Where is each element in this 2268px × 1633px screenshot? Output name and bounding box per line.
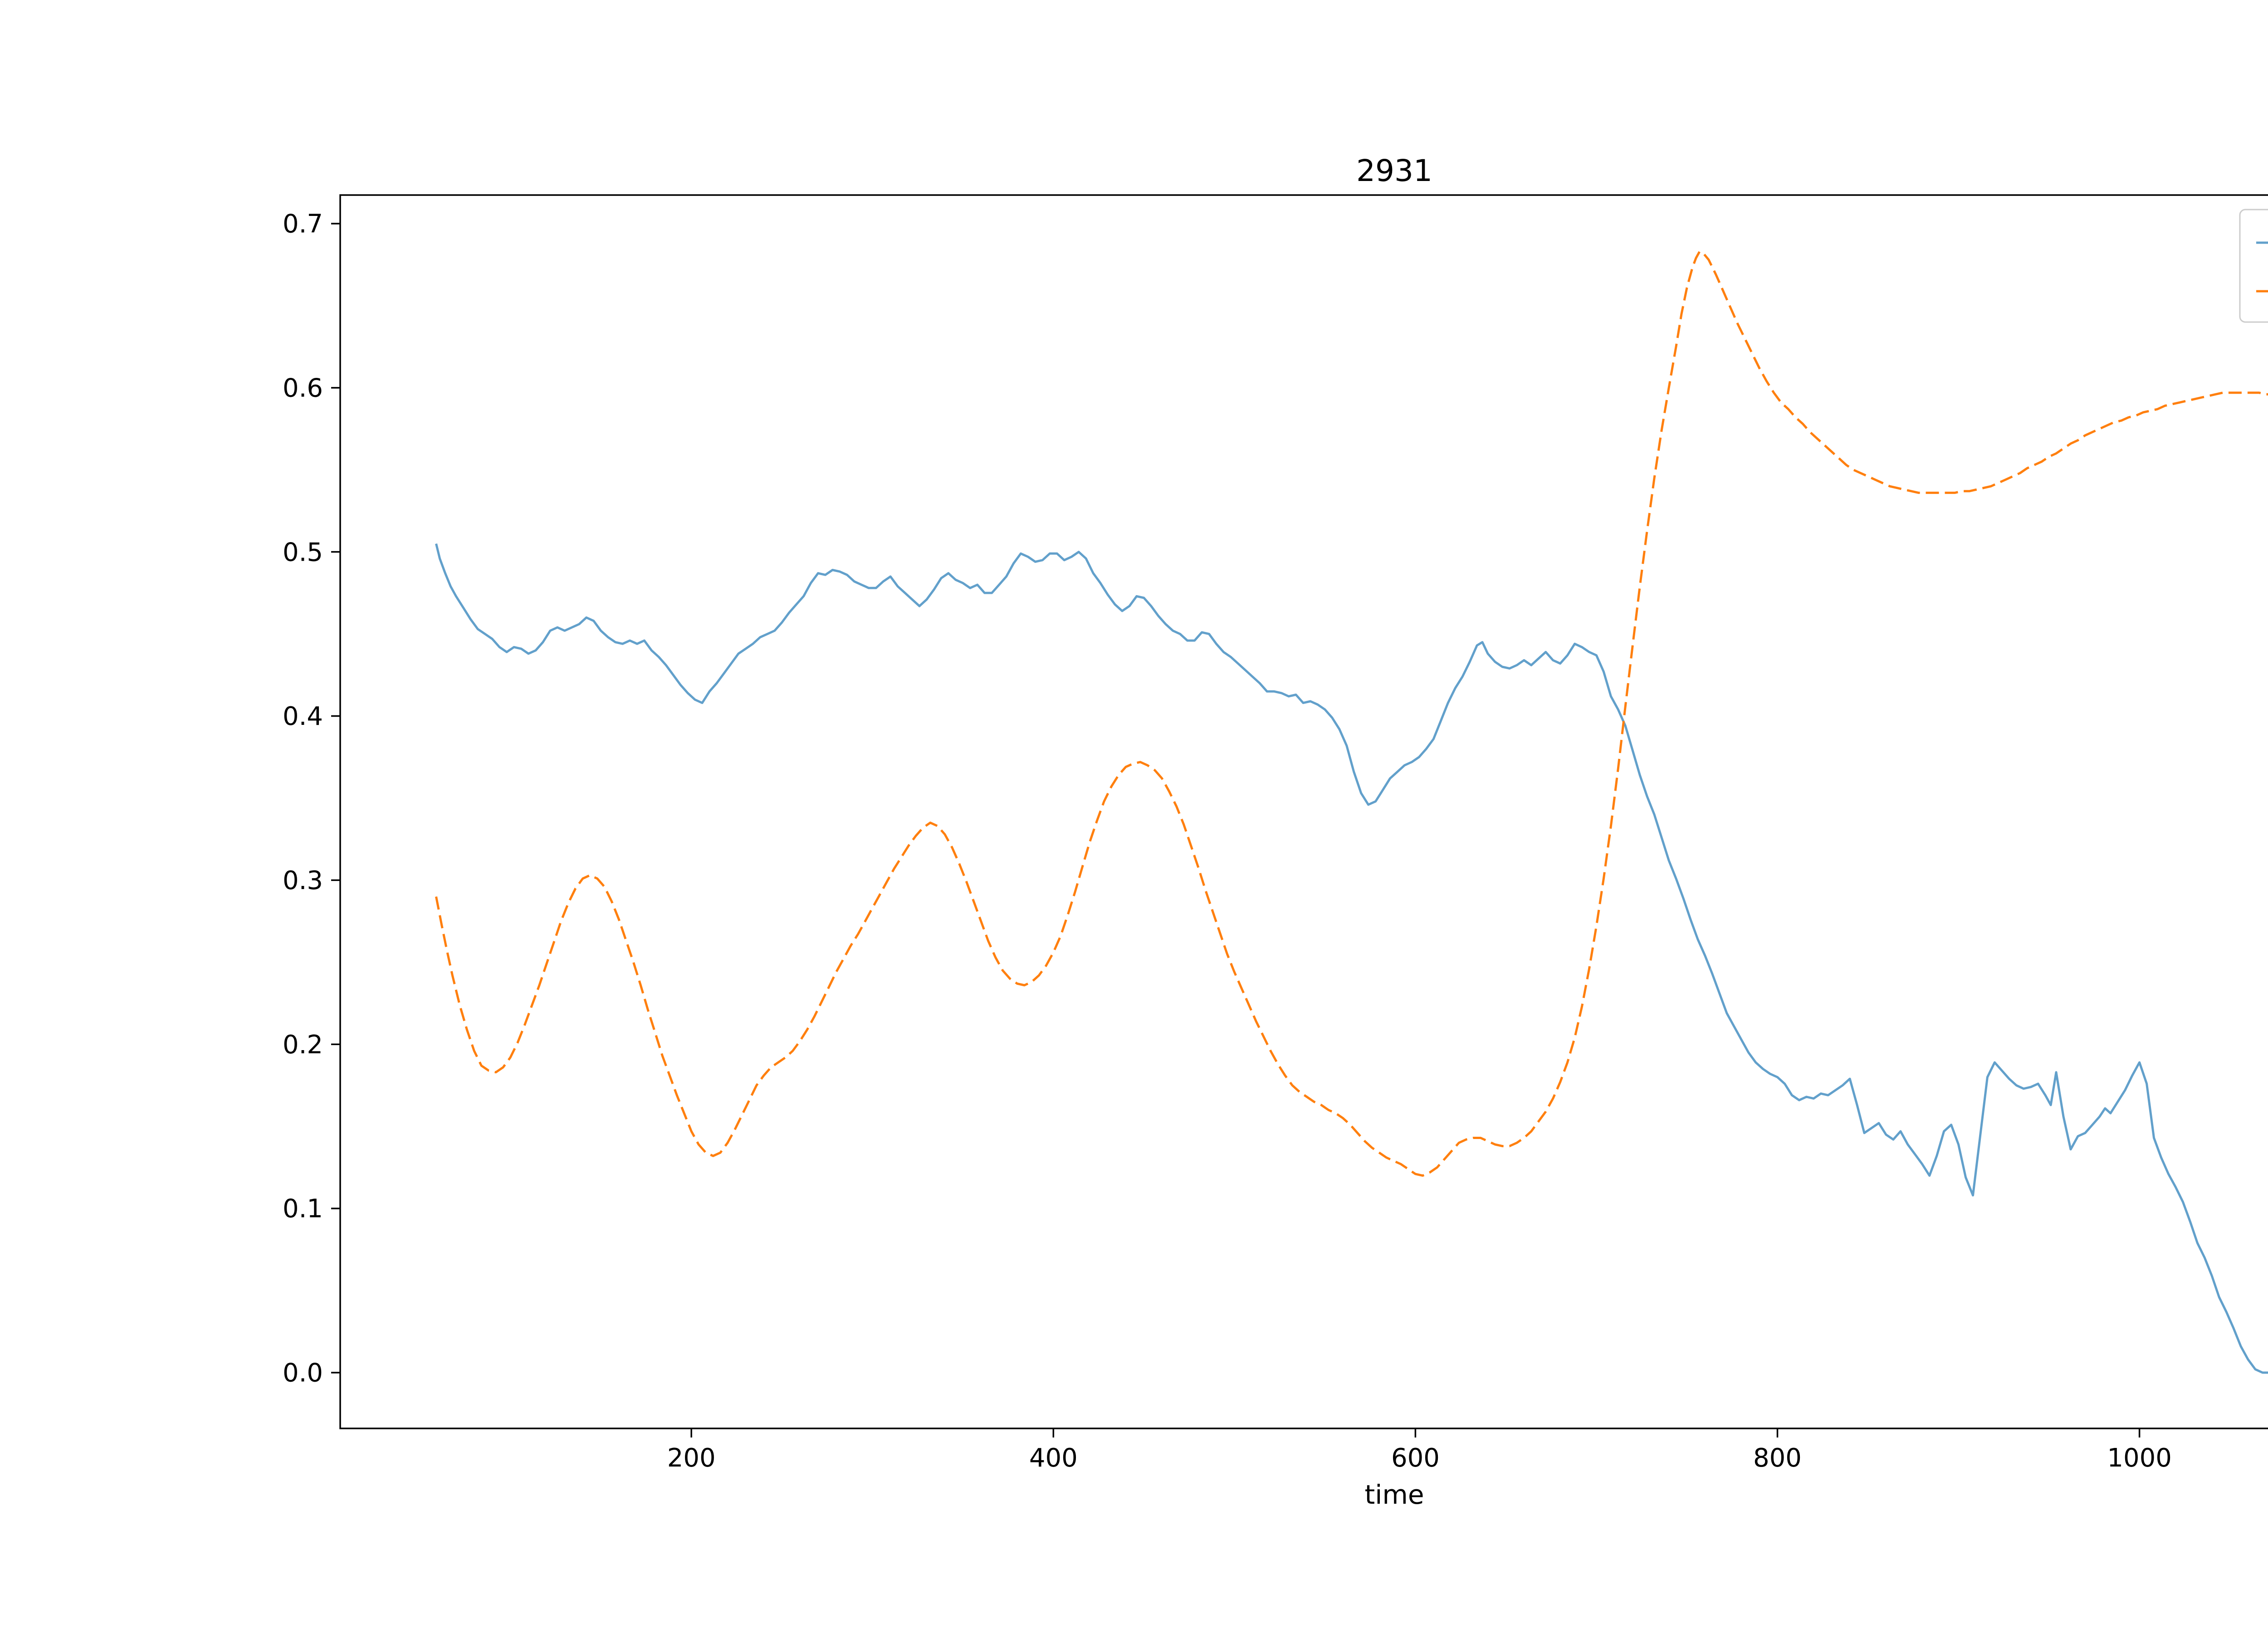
y-tick-label: 0.0 xyxy=(283,1359,323,1388)
x-tick-label: 800 xyxy=(1753,1443,1802,1473)
x-tick-label: 600 xyxy=(1391,1443,1440,1473)
x-axis-label: time xyxy=(1364,1479,1424,1510)
legend: energy distance xyxy=(2239,209,2268,323)
legend-box xyxy=(2239,209,2268,323)
distance-line xyxy=(435,250,2268,1177)
plot-border xyxy=(339,194,2268,1429)
y-tick-label: 0.4 xyxy=(283,702,323,731)
y-tick-label: 0.2 xyxy=(283,1030,323,1060)
y-tick-label: 0.1 xyxy=(283,1194,323,1224)
x-tick-label: 200 xyxy=(667,1443,716,1473)
energy-line xyxy=(435,543,2268,1374)
x-tick-label: 1000 xyxy=(2107,1443,2172,1473)
x-axis-ticks: 200 400 600 800 1000 xyxy=(667,1428,2172,1473)
series-lines xyxy=(435,250,2268,1374)
x-tick-label: 400 xyxy=(1029,1443,1078,1473)
y-tick-label: 0.5 xyxy=(283,538,323,567)
chart-title: 2931 xyxy=(1356,153,1432,188)
y-axis-ticks: 0.0 0.1 0.2 0.3 0.4 0.5 0.6 0.7 xyxy=(283,210,340,1388)
y-tick-label: 0.6 xyxy=(283,373,323,403)
y-tick-label: 0.3 xyxy=(283,866,323,895)
y-tick-label: 0.7 xyxy=(283,210,323,239)
